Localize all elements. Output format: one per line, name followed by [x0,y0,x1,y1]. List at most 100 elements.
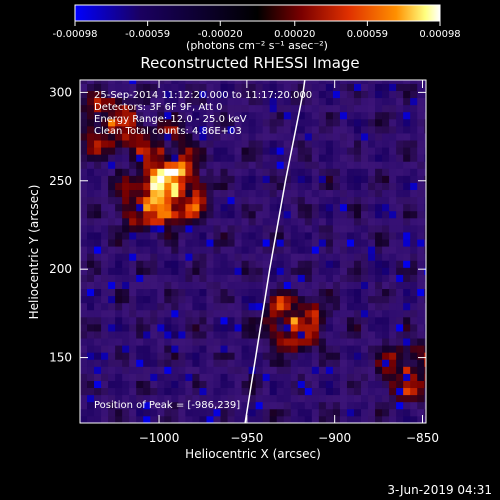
heatmap-cell [325,288,334,297]
heatmap-cell [276,140,285,148]
heatmap-cell [129,401,137,410]
heatmap-cell [122,104,130,113]
heatmap-cell [262,309,271,318]
heatmap-cell [382,118,390,127]
heatmap-cell [410,118,418,127]
heatmap-cell [108,302,116,311]
heatmap-cell [185,196,193,205]
heatmap-cell [164,161,172,169]
heatmap-cell [80,133,88,141]
heatmap-cell [325,196,334,205]
heatmap-cell [283,161,292,169]
heatmap-cell [136,380,144,389]
heatmap-cell [262,90,271,99]
heatmap-cell [353,295,362,304]
heatmap-cell [361,345,369,353]
heatmap-cell [101,394,109,403]
heatmap-cell [129,140,137,148]
heatmap-cell [297,111,306,120]
heatmap-cell [368,154,376,162]
heatmap-cell [136,387,144,396]
heatmap-cell [417,309,425,318]
heatmap-cell [150,118,158,127]
heatmap-cell [424,182,426,191]
heatmap-cell [136,359,144,367]
heatmap-cell [375,323,383,332]
heatmap-cell [325,274,334,282]
heatmap-cell [375,359,383,367]
heatmap-cell [157,345,165,353]
heatmap-cell [150,415,158,423]
heatmap-cell [410,408,418,417]
heatmap-cell [157,323,165,332]
heatmap-cell [220,359,228,367]
heatmap-cell [311,239,320,247]
heatmap-cell [368,345,376,353]
heatmap-cell [143,316,151,325]
heatmap-cell [368,203,376,212]
heatmap-cell [143,253,151,261]
heatmap-cell [368,408,376,417]
heatmap-cell [171,175,179,183]
heatmap-cell [136,415,144,423]
heatmap-cell [368,224,376,233]
heatmap-cell [101,189,109,198]
heatmap-cell [101,90,109,99]
heatmap-cell [199,394,207,403]
heatmap-cell [396,104,404,113]
heatmap-cell [150,281,158,290]
heatmap-cell [269,373,278,381]
heatmap-cell [276,90,285,99]
heatmap-cell [80,111,88,120]
heatmap-cell [361,380,369,389]
heatmap-cell [220,125,228,134]
heatmap-cell [206,168,214,176]
heatmap-cell [283,338,292,346]
heatmap-cell [108,203,116,212]
heatmap-cell [276,323,285,332]
heatmap-cell [136,189,144,198]
heatmap-cell [283,352,292,360]
heatmap-cell [417,253,425,261]
heatmap-cell [283,154,292,162]
heatmap-cell [424,295,426,304]
heatmap-cell [87,352,95,360]
heatmap-cell [403,168,411,176]
heatmap-cell [262,111,271,120]
heatmap-cell [297,394,306,403]
heatmap-cell [122,203,130,212]
heatmap-cell [185,182,193,191]
heatmap-cell [262,125,271,134]
heatmap-cell [94,373,102,381]
heatmap-cell [283,83,292,92]
heatmap-cell [101,80,109,84]
heatmap-cell [213,366,221,374]
heatmap-cell [332,196,341,205]
heatmap-cell [424,217,426,226]
heatmap-cell [157,380,165,389]
heatmap-cell [129,83,137,92]
heatmap-cell [136,182,144,191]
heatmap-cell [192,345,200,353]
heatmap-cell [248,97,257,106]
heatmap-cell [389,217,397,226]
heatmap-cell [192,387,200,396]
heatmap-cell [297,232,306,240]
heatmap-cell [115,309,123,318]
heatmap-cell [143,133,151,141]
heatmap-cell [87,246,95,254]
heatmap-cell [339,366,348,374]
heatmap-cell [227,168,235,176]
heatmap-cell [325,394,334,403]
heatmap-cell [417,274,425,282]
heatmap-cell [403,415,411,423]
heatmap-cell [255,217,264,226]
heatmap-cell [206,366,214,374]
heatmap-cell [389,316,397,325]
heatmap-cell [318,267,327,275]
heatmap-cell [101,140,109,148]
heatmap-cell [353,267,362,275]
heatmap-cell [178,288,186,297]
heatmap-cell [136,373,144,381]
heatmap-cell [136,196,144,205]
